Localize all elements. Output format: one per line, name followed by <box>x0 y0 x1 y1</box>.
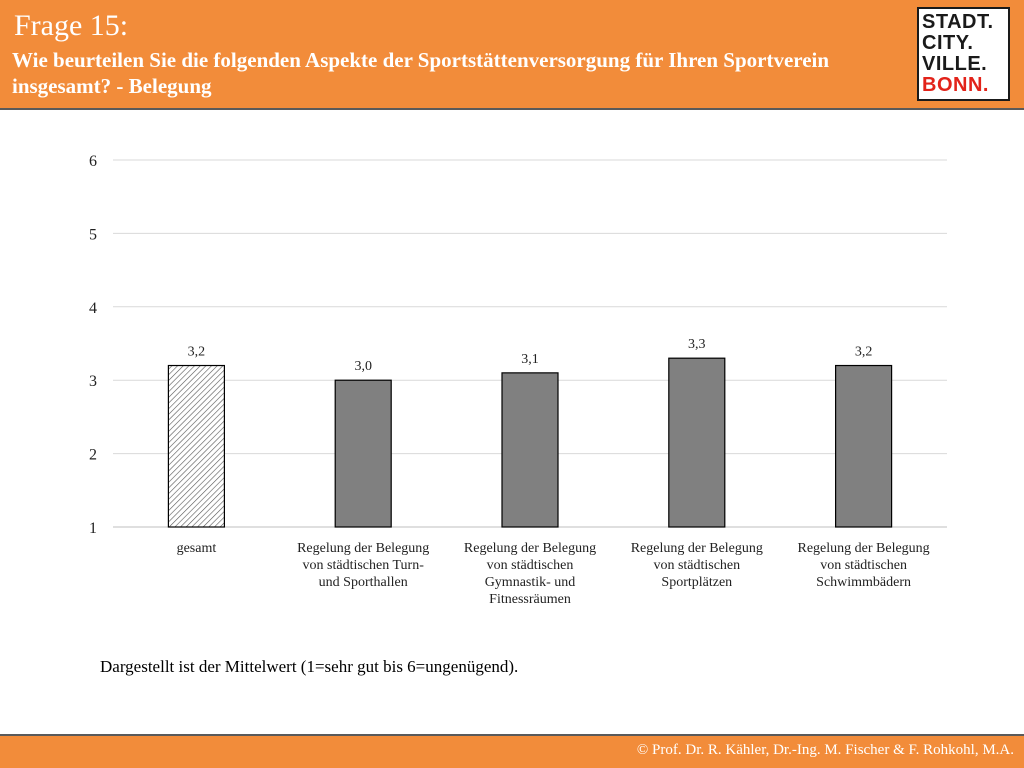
bar <box>334 379 392 528</box>
x-category-label: Regelung der Belegung von städtischen Spor… <box>631 541 763 590</box>
x-category-label-line: von städtischen <box>820 558 907 573</box>
copyright-text: © Prof. Dr. R. Kähler, Dr.-Ing. M. Fisch… <box>636 742 1014 758</box>
x-category-label: Regelung der Belegung von städtischen Gymn… <box>464 541 596 607</box>
x-category-label-line: Schwimmbädern <box>816 575 911 590</box>
x-category-label: Regelung der Belegung von städtischen Tur… <box>297 541 429 590</box>
footer-bar: © Prof. Dr. R. Kähler, Dr.-Ing. M. Fisch… <box>0 734 1024 768</box>
bar-chart: 1 2 3 4 5 6 3,2 3,0 3,1 3,3 3,2 gesamt Regelung de… <box>89 153 947 607</box>
x-category-label-line: Regelung der Belegung <box>631 541 763 556</box>
data-label: 3,1 <box>521 352 539 367</box>
category-labels: gesamt Regelung der Belegung von städtisch… <box>177 541 930 607</box>
x-category-label-line: und Sporthallen <box>319 575 408 590</box>
x-category-label-line: Regelung der Belegung <box>297 541 429 556</box>
header-bar: Frage 15: Wie beurteilen Sie die folgend… <box>0 0 1024 110</box>
data-label: 3,2 <box>855 345 873 360</box>
y-tick-label: 6 <box>89 153 97 170</box>
slide-title: Frage 15: <box>14 9 129 42</box>
bar <box>501 372 559 528</box>
x-category-label-line: Gymnastik- und <box>485 575 576 590</box>
x-category-label-line: von städtischen <box>487 558 574 573</box>
y-tick-label: 1 <box>89 520 97 537</box>
x-category-label-line: Regelung der Belegung <box>798 541 930 556</box>
question-text: Wie beurteilen Sie die folgenden Aspekte… <box>12 48 830 98</box>
x-category-label-line: Regelung der Belegung <box>464 541 596 556</box>
logo-line-2: CITY. <box>922 32 974 54</box>
logo-line-1: STADT. <box>922 11 994 33</box>
data-label: 3,0 <box>354 359 372 374</box>
bonn-logo: STADT. CITY. VILLE. BONN. <box>917 7 1010 101</box>
x-category-label: gesamt <box>177 541 217 556</box>
logo-line-3: VILLE. <box>922 53 988 75</box>
y-tick-label: 3 <box>89 373 97 390</box>
bar <box>668 357 726 528</box>
y-axis-ticks: 1 2 3 4 5 6 <box>89 153 97 537</box>
bars <box>167 357 893 528</box>
data-label: 3,3 <box>688 337 706 352</box>
data-label: 3,2 <box>188 345 206 360</box>
chart-note: Dargestellt ist der Mittelwert (1=sehr g… <box>100 657 519 676</box>
x-category-label-line: gesamt <box>177 541 217 556</box>
x-category-label-line: Fitnessräumen <box>489 592 571 607</box>
value-labels: 3,2 3,0 3,1 3,3 3,2 <box>188 337 873 374</box>
y-tick-label: 4 <box>89 300 97 317</box>
bar <box>834 364 893 528</box>
x-category-label-line: Sportplätzen <box>661 575 732 590</box>
y-tick-label: 5 <box>89 226 97 243</box>
logo-line-4: BONN. <box>922 74 989 96</box>
x-category-label: Regelung der Belegung von städtischen Schw… <box>798 541 930 590</box>
y-tick-label: 2 <box>89 447 97 464</box>
x-category-label-line: von städtischen <box>653 558 740 573</box>
bar <box>167 364 225 528</box>
x-category-label-line: von städtischen Turn- <box>303 558 425 573</box>
